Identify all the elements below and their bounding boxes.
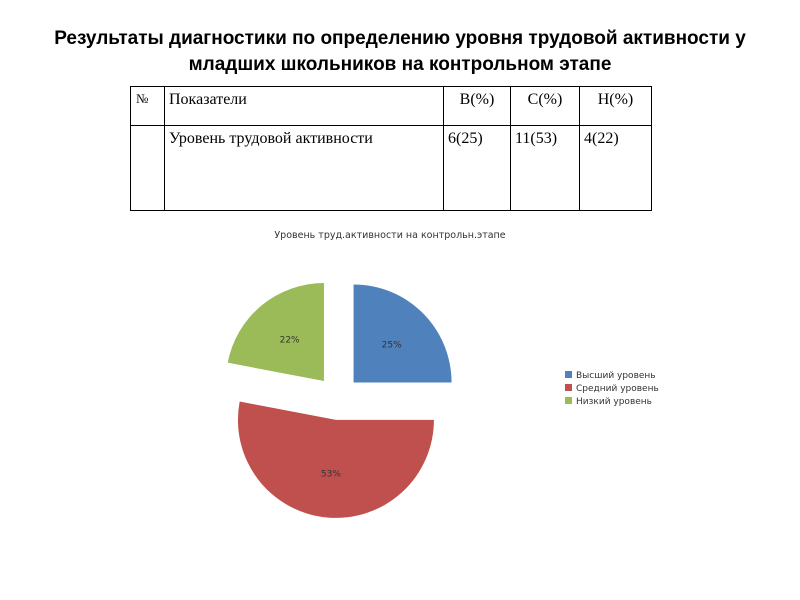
table-header-row: № Показатели В(%) С(%) Н(%) [130, 86, 652, 126]
results-table: № Показатели В(%) С(%) Н(%) Уровень труд… [130, 86, 652, 211]
pie-slice-high [353, 284, 452, 383]
header-number: № [130, 86, 165, 126]
slide-title-line-2: младших школьников на контрольном этапе [188, 54, 612, 75]
cell-high: 6(25) [443, 125, 511, 211]
slice-label-medium: 53% [321, 470, 341, 480]
slide-title: Результаты диагностики по определению ур… [20, 26, 780, 78]
legend-swatch-medium [565, 384, 572, 391]
cell-low: 4(22) [579, 125, 652, 211]
slice-label-low: 22% [280, 336, 300, 346]
legend-label-high: Высший уровень [576, 371, 656, 381]
slide-title-line-1: Результаты диагностики по определению ур… [54, 28, 746, 49]
legend-label-low: Низкий уровень [576, 397, 652, 407]
pie-slice-medium [237, 401, 434, 518]
header-low: Н(%) [579, 86, 652, 126]
chart-title: Уровень труд.активности на контрольн.эта… [274, 230, 505, 241]
cell-number [130, 125, 165, 211]
cell-indicator: Уровень трудовой активности [164, 125, 444, 211]
table-row: Уровень трудовой активности 6(25) 11(53)… [130, 125, 652, 211]
chart-legend: Высший уровень Средний уровень Низкий уров… [565, 371, 659, 407]
pie-slice-low [227, 283, 324, 382]
header-high: В(%) [443, 86, 511, 126]
cell-medium: 11(53) [510, 125, 580, 211]
slice-label-high: 25% [382, 340, 402, 350]
legend-swatch-low [565, 397, 572, 404]
pie-slices: 25% 53% 22% [227, 283, 452, 518]
legend-label-medium: Средний уровень [576, 384, 659, 394]
legend-swatch-high [565, 371, 572, 378]
